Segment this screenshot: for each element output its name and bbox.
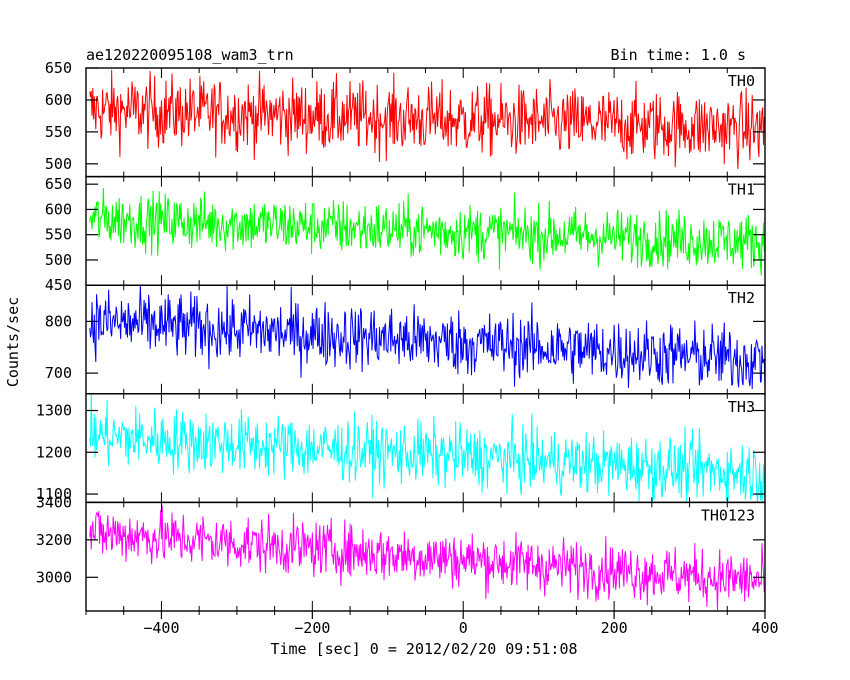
y-tick-label: 650 xyxy=(45,175,72,193)
y-tick-label: 3200 xyxy=(36,531,72,549)
y-tick-label: 1200 xyxy=(36,443,72,461)
y-tick-label: 3400 xyxy=(36,493,72,511)
y-tick-label: 600 xyxy=(45,91,72,109)
series-line-th0 xyxy=(89,69,766,170)
bin-time-label: Bin time: 1.0 s xyxy=(611,46,746,64)
y-tick-label: 1100 xyxy=(36,485,72,503)
series-line-th1 xyxy=(89,188,766,276)
panel-label-th0123: TH0123 xyxy=(701,506,755,524)
y-tick-label: 1300 xyxy=(36,402,72,420)
panel-th1: 450 500 550 600 650 TH1 xyxy=(45,175,766,294)
series-line-th3 xyxy=(89,394,766,503)
y-tick-label: 3000 xyxy=(36,568,72,586)
panels-group: 500 550 600 650 TH0 450 500 550 600 650 TH1 700 800 T… xyxy=(36,59,766,612)
y-tick-label: 500 xyxy=(45,251,72,269)
panel-frame xyxy=(85,175,766,286)
y-tick-label: 600 xyxy=(45,200,72,218)
y-tick-label: 800 xyxy=(45,312,72,330)
panel-label-th0: TH0 xyxy=(728,72,755,90)
y-axis-label: Counts/sec xyxy=(4,297,22,387)
series-line-th0123 xyxy=(89,505,766,611)
y-tick-label: 550 xyxy=(45,226,72,244)
panel-th2: 700 800 TH2 xyxy=(45,284,766,395)
y-tick-label: 500 xyxy=(45,155,72,173)
y-tick-label: 550 xyxy=(45,123,72,141)
series-line-th2 xyxy=(89,285,766,390)
x-axis-label: Time [sec] 0 = 2012/02/20 09:51:08 xyxy=(270,640,577,658)
x-tick-label: −400 xyxy=(143,619,179,637)
x-tick-label: 400 xyxy=(751,619,778,637)
y-tick-label: 700 xyxy=(45,364,72,382)
panel-label-th2: TH2 xyxy=(728,289,755,307)
x-axis: −400 −200 0 200 400 xyxy=(85,611,779,637)
panel-label-th1: TH1 xyxy=(728,181,755,199)
panel-label-th3: TH3 xyxy=(728,398,755,416)
panel-th0123: 3000 3200 3400 TH0123 xyxy=(36,493,766,612)
x-tick-label: −200 xyxy=(294,619,330,637)
y-tick-label: 650 xyxy=(45,59,72,77)
panel-th3: 1100 1200 1300 TH3 xyxy=(36,393,766,504)
panel-th0: 500 550 600 650 TH0 xyxy=(45,59,766,178)
x-tick-label: 0 xyxy=(459,619,468,637)
chart-title: ae120220095108_wam3_trn xyxy=(86,46,294,64)
y-tick-label: 450 xyxy=(45,276,72,294)
x-tick-label: 200 xyxy=(601,619,628,637)
